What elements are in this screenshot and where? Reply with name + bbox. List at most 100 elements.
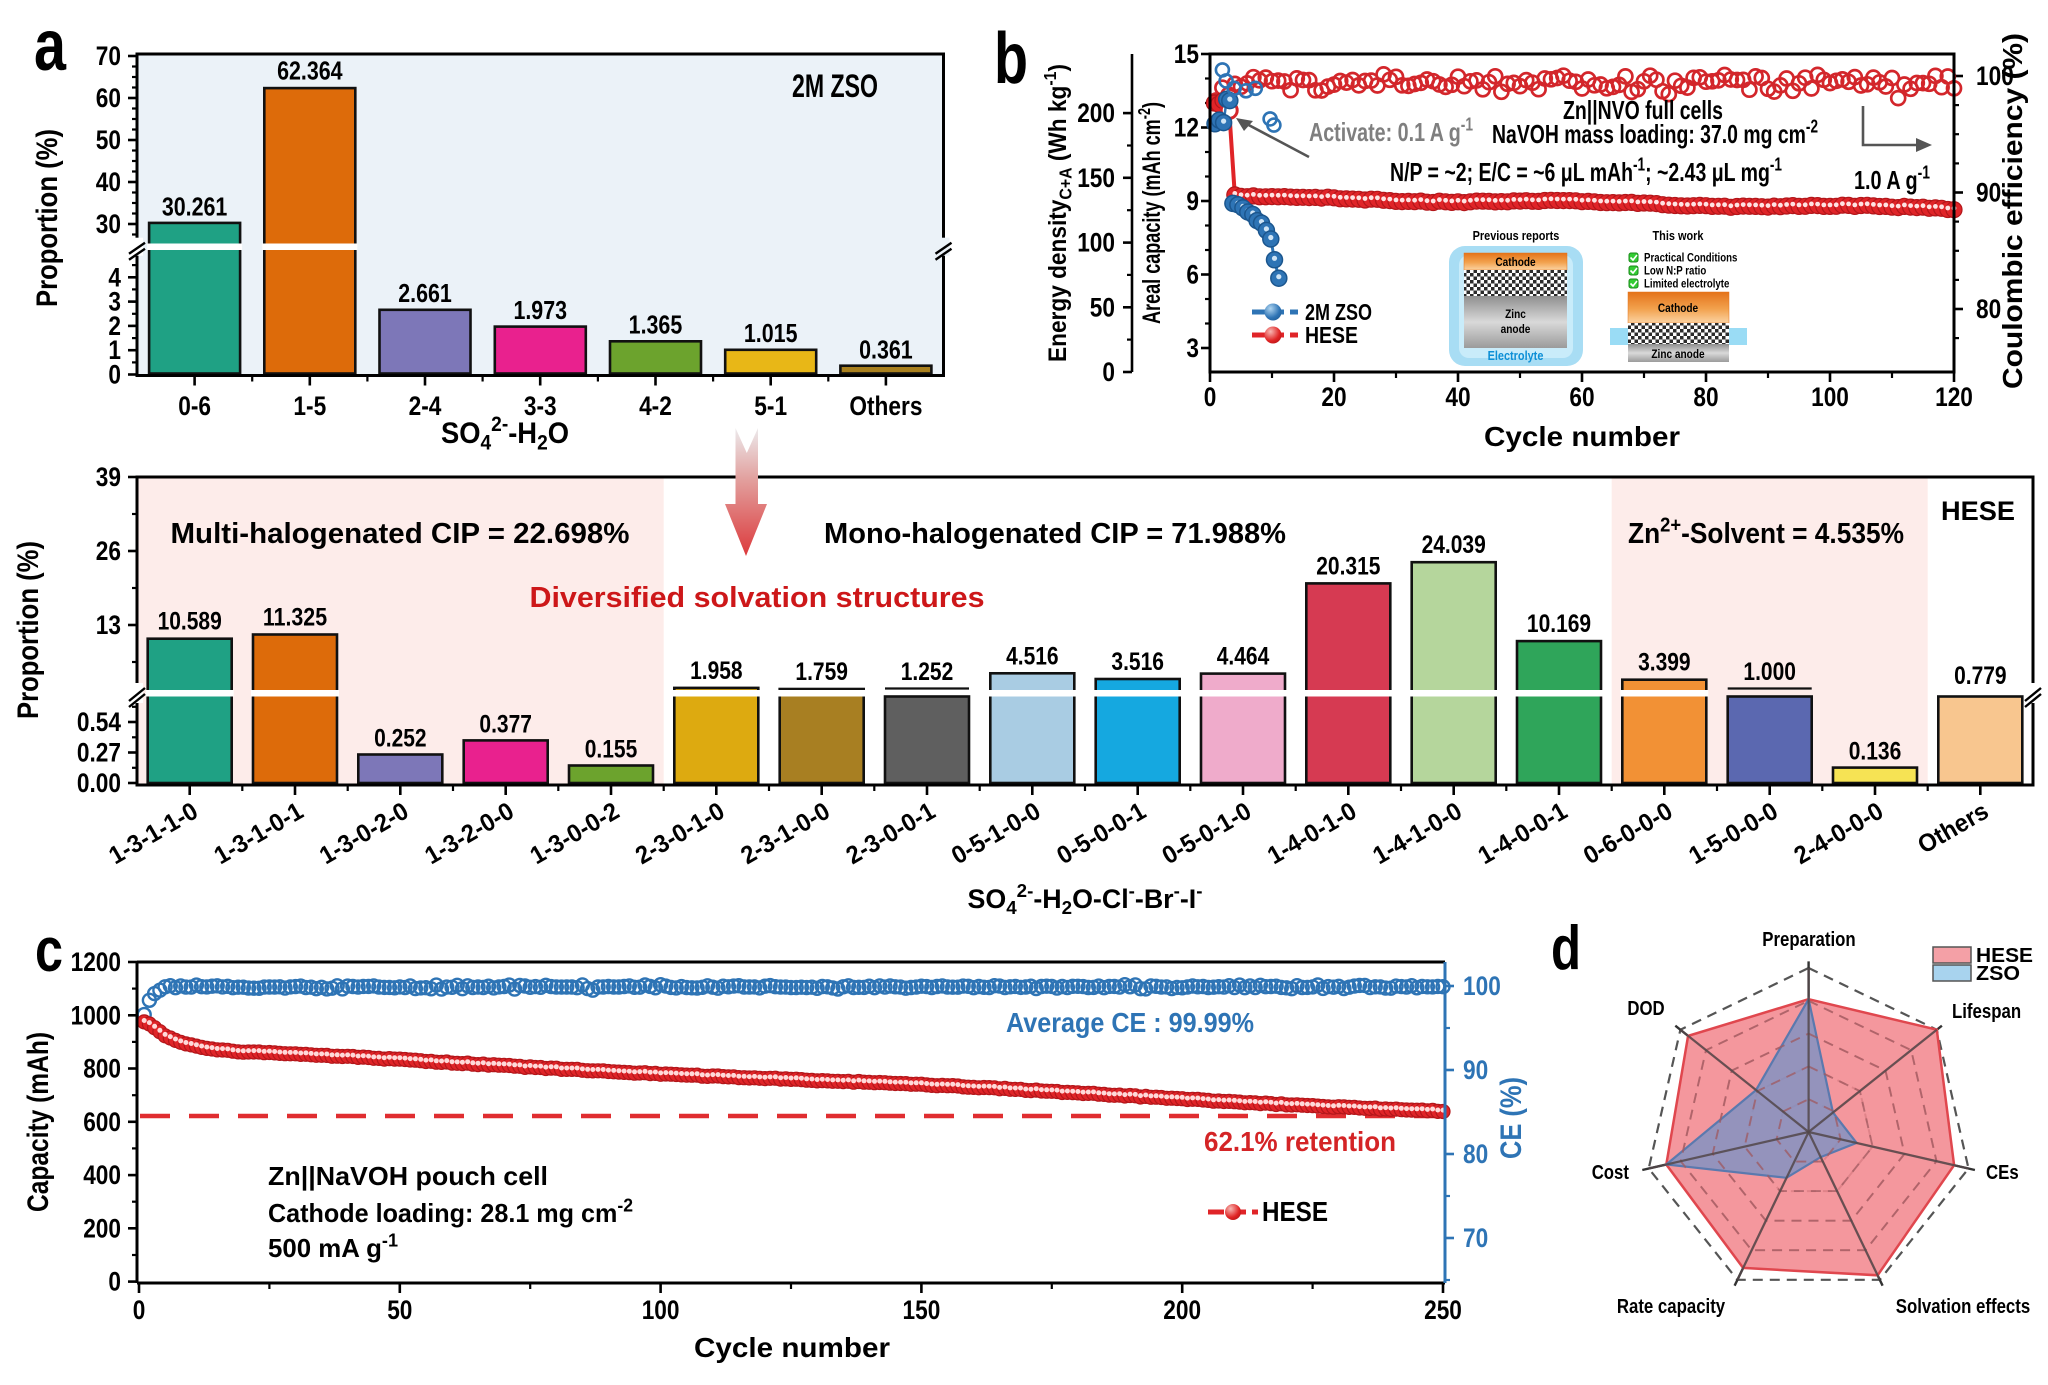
svg-text:120: 120 [1935, 382, 1973, 412]
svg-text:0.377: 0.377 [479, 710, 532, 738]
svg-text:50: 50 [387, 1295, 412, 1325]
svg-text:100: 100 [1463, 971, 1501, 1001]
svg-text:100: 100 [1811, 382, 1849, 412]
svg-text:100: 100 [1976, 61, 2014, 91]
svg-text:Diversified solvation structur: Diversified solvation structures [530, 582, 985, 614]
svg-text:NaVOH mass loading: 37.0 mg cm: NaVOH mass loading: 37.0 mg cm-2 [1492, 117, 1818, 149]
svg-text:2-3-0-1-0: 2-3-0-1-0 [631, 797, 730, 870]
svg-text:0.361: 0.361 [859, 337, 913, 365]
svg-text:Others: Others [849, 391, 922, 421]
svg-text:b: b [994, 19, 1028, 99]
svg-text:Zn||NaVOH pouch cell: Zn||NaVOH pouch cell [268, 1161, 548, 1191]
svg-text:4.516: 4.516 [1006, 642, 1059, 670]
svg-text:11.325: 11.325 [263, 604, 327, 632]
svg-text:3.516: 3.516 [1111, 648, 1164, 676]
svg-text:150: 150 [1077, 163, 1115, 193]
svg-text:4-2: 4-2 [639, 391, 672, 421]
svg-text:1: 1 [108, 335, 121, 365]
svg-text:30.261: 30.261 [162, 194, 228, 222]
svg-text:1.000: 1.000 [1743, 658, 1796, 686]
svg-text:39: 39 [96, 462, 121, 492]
svg-text:Cathode loading: 28.1 mg cm-2: Cathode loading: 28.1 mg cm-2 [268, 1196, 633, 1228]
svg-text:30: 30 [96, 209, 121, 239]
svg-text:50: 50 [96, 125, 121, 155]
svg-text:Capacity (mAh): Capacity (mAh) [22, 1032, 55, 1212]
svg-text:1.973: 1.973 [513, 297, 567, 325]
svg-text:15: 15 [1174, 39, 1199, 69]
svg-text:800: 800 [83, 1054, 121, 1084]
svg-text:N/P = ~2; E/C = ~6 μL mAh-1;: N/P = ~2; E/C = ~6 μL mAh-1; ~2.43 μL mg… [1390, 155, 1782, 187]
svg-text:62.1% retention: 62.1% retention [1204, 1126, 1396, 1157]
svg-text:0: 0 [108, 1267, 121, 1297]
svg-text:d: d [1551, 914, 1581, 983]
svg-text:anode: anode [1501, 322, 1531, 336]
svg-text:1200: 1200 [71, 947, 121, 977]
svg-text:400: 400 [83, 1160, 121, 1190]
svg-text:10.169: 10.169 [1527, 610, 1591, 638]
svg-text:0.54: 0.54 [77, 707, 121, 737]
svg-text:80: 80 [1976, 294, 2001, 324]
svg-text:HESE: HESE [1941, 496, 2015, 526]
svg-text:Mono-halogenated CIP = 71.988%: Mono-halogenated CIP = 71.988% [824, 518, 1286, 550]
svg-text:3.399: 3.399 [1638, 649, 1691, 677]
svg-text:2-3-0-0-1: 2-3-0-0-1 [841, 797, 940, 870]
svg-text:0.252: 0.252 [374, 725, 427, 753]
svg-text:Practical Conditions: Practical Conditions [1644, 253, 1737, 265]
svg-text:Rate capacity: Rate capacity [1617, 1296, 1726, 1318]
svg-text:0.155: 0.155 [585, 735, 638, 763]
svg-text:0-5-0-0-1: 0-5-0-0-1 [1052, 797, 1151, 870]
svg-text:a: a [34, 6, 67, 86]
svg-text:2M ZSO: 2M ZSO [1305, 299, 1372, 325]
svg-text:CEs: CEs [1986, 1162, 2019, 1184]
svg-text:600: 600 [83, 1107, 121, 1137]
svg-text:70: 70 [96, 41, 121, 71]
svg-text:1.0 A g-1: 1.0 A g-1 [1854, 163, 1930, 195]
svg-text:2-4-0-0-0: 2-4-0-0-0 [1789, 797, 1888, 870]
svg-text:6: 6 [1186, 260, 1199, 290]
svg-text:Zinc anode: Zinc anode [1651, 347, 1704, 361]
svg-text:Zn2+-Solvent = 4.535%: Zn2+-Solvent = 4.535% [1628, 514, 1904, 550]
svg-text:24.039: 24.039 [1422, 531, 1486, 559]
svg-text:3: 3 [1186, 333, 1199, 363]
svg-text:1.252: 1.252 [901, 658, 954, 686]
svg-text:Multi-halogenated CIP = 22.698: Multi-halogenated CIP = 22.698% [171, 518, 630, 550]
svg-text:Energy densityC+A (Wh kg-1): Energy densityC+A (Wh kg-1) [1040, 64, 1076, 362]
svg-text:5-1: 5-1 [754, 391, 787, 421]
svg-text:1-4-0-0-1: 1-4-0-0-1 [1473, 797, 1572, 870]
svg-text:0: 0 [133, 1295, 146, 1325]
svg-text:Previous reports: Previous reports [1473, 228, 1560, 243]
svg-text:HESE: HESE [1976, 945, 2033, 967]
svg-text:Zinc: Zinc [1505, 307, 1526, 321]
svg-text:1-5-0-0-0: 1-5-0-0-0 [1684, 797, 1783, 870]
svg-text:1-4-0-1-0: 1-4-0-1-0 [1263, 797, 1362, 870]
svg-text:ZSO: ZSO [1976, 963, 2020, 985]
svg-text:0-6-0-0-0: 0-6-0-0-0 [1579, 797, 1678, 870]
svg-text:3-3: 3-3 [524, 391, 557, 421]
svg-text:50: 50 [1090, 292, 1115, 322]
svg-text:500 mA g-1: 500 mA g-1 [268, 1231, 398, 1263]
svg-text:0: 0 [1204, 382, 1217, 412]
svg-text:Solvation effects: Solvation effects [1896, 1296, 2030, 1318]
svg-text:1-5: 1-5 [293, 391, 326, 421]
svg-text:Others: Others [1913, 797, 1993, 859]
svg-text:62.364: 62.364 [277, 58, 343, 86]
svg-text:SO42--H2O-Cl--Br--I-: SO42--H2O-Cl--Br--I- [968, 881, 1203, 919]
svg-text:2.661: 2.661 [398, 280, 452, 308]
svg-text:90: 90 [1976, 178, 2001, 208]
svg-text:80: 80 [1693, 382, 1718, 412]
svg-text:0-5-0-1-0: 0-5-0-1-0 [1157, 797, 1256, 870]
svg-text:Preparation: Preparation [1762, 929, 1855, 951]
svg-text:20.315: 20.315 [1316, 552, 1380, 580]
svg-text:Proportion (%): Proportion (%) [31, 129, 64, 307]
svg-text:13: 13 [96, 610, 121, 640]
svg-text:1-4-1-0-0: 1-4-1-0-0 [1368, 797, 1467, 870]
svg-text:0.00: 0.00 [77, 768, 121, 798]
svg-text:90: 90 [1463, 1055, 1488, 1085]
svg-text:This work: This work [1653, 228, 1705, 243]
svg-text:2: 2 [108, 311, 121, 341]
svg-text:20: 20 [1321, 382, 1346, 412]
svg-text:60: 60 [1569, 382, 1594, 412]
svg-text:DOD: DOD [1627, 998, 1664, 1020]
svg-text:Limited electrolyte: Limited electrolyte [1644, 279, 1729, 291]
svg-text:80: 80 [1463, 1139, 1488, 1169]
